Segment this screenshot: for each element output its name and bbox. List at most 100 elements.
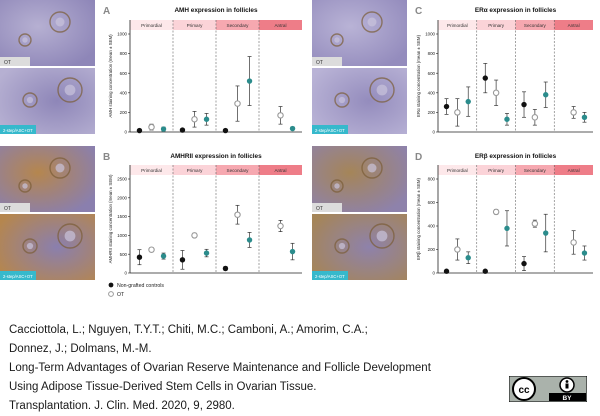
data-point [570,230,577,255]
stage-header-antral [554,165,593,175]
stage-label: Secondary [227,23,250,28]
panel-a: OT 2-step/ASC+OT A AMH expression in follic… [0,0,302,135]
stage-header-antral [259,20,302,30]
stage-label: Primary [488,168,505,173]
data-point [581,112,588,123]
stage-label: Antral [274,23,286,28]
stage-header-secondary [515,20,555,30]
panel-letter: B [103,152,110,163]
y-tick-label: 1500 [117,214,127,219]
y-tick-label: 600 [428,200,436,205]
data-point [454,238,461,261]
stage-header-primordial [438,20,477,30]
y-axis-label: ERα staining concentration (mean ± SEM) [416,34,421,117]
panel-letter: D [415,152,422,163]
citation-authors-2: Donnez, J.; Dolmans, M.-M. [9,343,152,355]
data-point [179,250,186,270]
data-point [234,85,241,122]
panel-title: AMHRII expression in follicles [170,153,262,160]
stage-header-secondary [216,20,259,30]
histology-photos: OT 2-step/ASC+OT [0,146,95,280]
data-point [492,208,500,216]
y-tick-label: 800 [428,177,436,182]
photo-label-ot: OT [316,60,323,66]
data-point [160,252,167,260]
data-point [191,111,198,128]
stage-label: Secondary [524,23,547,28]
data-point [246,232,253,248]
data-point [521,91,527,118]
y-tick-label: 2500 [117,177,127,182]
data-point [504,113,510,126]
data-point [492,79,500,106]
panel-b: OT 2-step/ASC+OT B AMHRII expression in fol… [0,146,302,280]
y-tick-label: 400 [120,90,128,95]
data-point [443,268,450,274]
data-point [443,98,450,115]
y-tick-label: 400 [428,90,436,95]
photo-asc [312,68,407,134]
photo-ot [312,0,407,66]
data-point [289,242,296,261]
data-point [482,63,488,94]
data-point [246,56,253,106]
y-tick-label: 0 [125,130,128,135]
data-point [136,249,143,266]
stage-header-primary [173,20,216,30]
y-tick-label: 2000 [117,195,127,200]
data-point [222,265,229,272]
data-point [203,113,210,126]
y-tick-label: 200 [428,247,436,252]
data-point [543,81,549,108]
data-point [148,246,155,253]
photo-label-asc: 2-step/ASC+OT [315,274,345,279]
y-tick-label: 0 [433,130,436,135]
data-point [465,251,471,264]
legend: Non-grafted controlsOT2-step/ASC+OT [108,282,164,298]
stage-header-primordial [438,165,477,175]
panel-letter: C [415,6,422,17]
stage-header-primordial [130,165,173,175]
y-axis-label: ERβ staining concentration (mean ± SEM) [416,177,421,260]
y-tick-label: 600 [120,71,128,76]
data-point [191,232,198,239]
panel-d: OT 2-step/ASC+OT D ERβ expression in follic… [312,146,593,280]
stage-label: Primary [187,23,204,28]
photo-asc [0,214,95,280]
citation-title-2: Using Adipose Tissue-Derived Stem Cells … [9,381,317,393]
y-tick-label: 500 [120,252,128,257]
stage-header-antral [554,20,593,30]
legend-label: Non-grafted controls [117,283,164,289]
data-point [160,126,167,132]
data-point [504,210,510,247]
svg-text:BY: BY [562,395,572,402]
stage-label: Primordial [141,168,162,173]
panel-title: ERα expression in follicles [475,7,557,14]
data-point [179,127,186,133]
data-point [277,106,284,125]
data-point [148,123,155,131]
stage-label: Antral [568,168,580,173]
photo-label-asc: 2-step/ASC+OT [3,128,33,133]
figure: OT 2-step/ASC+OT A AMH expression in follic… [0,0,593,298]
photo-label-asc: 2-step/ASC+OT [3,274,33,279]
panel-title: ERβ expression in follicles [475,153,557,160]
citation-authors-1: Cacciottola, L.; Nguyen, T.Y.T.; Chiti, … [9,324,368,336]
panel-c: OT 2-step/ASC+OT C ERα expression in follic… [312,0,593,135]
stage-label: Antral [274,168,286,173]
y-axis-label: AMHRII staining concentration (mean ± SE… [108,174,113,263]
stage-label: Primordial [447,168,468,173]
y-axis-label: AMH staining concentration (mean ± SEM) [108,34,113,118]
citation: Cacciottola, L.; Nguyen, T.Y.T.; Chiti, … [9,321,509,416]
stage-header-secondary [515,165,555,175]
y-tick-label: 1000 [117,233,127,238]
stage-header-secondary [216,165,259,175]
y-tick-label: 0 [433,271,436,276]
y-tick-label: 200 [120,110,128,115]
stage-label: Antral [568,23,580,28]
photo-label-ot: OT [4,60,11,66]
stage-header-primary [476,165,516,175]
photo-asc [312,214,407,280]
photo-ot [312,146,407,212]
data-point [570,106,577,119]
